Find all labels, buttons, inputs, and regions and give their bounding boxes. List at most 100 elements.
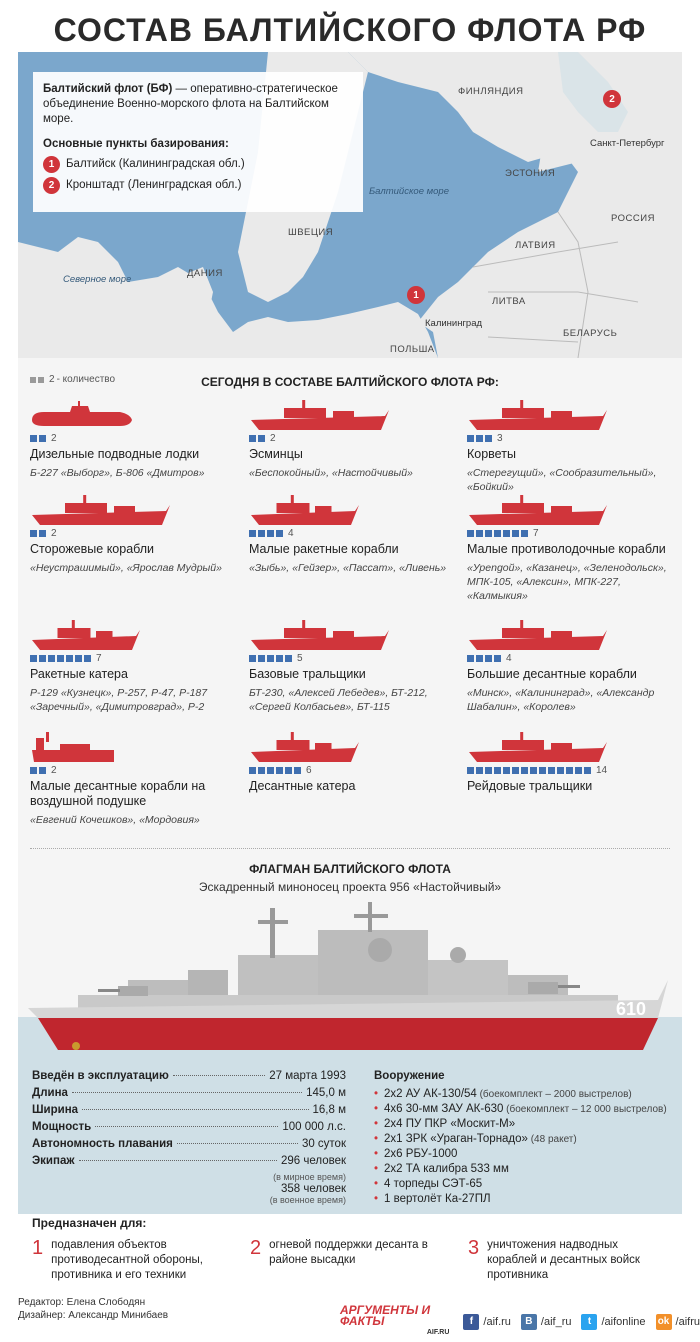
ship-type-card: 5 Базовые тральщики БТ-230, «Алексей Лебед…	[249, 618, 459, 714]
count-square	[494, 655, 501, 662]
ship-count-number: 7	[96, 653, 102, 664]
count-square	[285, 767, 292, 774]
credits: Редактор: Елена Слободян Дизайнер: Алекс…	[18, 1296, 168, 1322]
bullet-icon: •	[374, 1133, 379, 1145]
ship-count: 3	[467, 433, 677, 444]
base-num-badge: 2	[43, 177, 60, 194]
ship-type-card: 4 Большие десантные корабли «Минск», «Кали…	[467, 618, 677, 714]
count-square	[584, 767, 591, 774]
flagship-subtitle: Эскадренный миноносец проекта 956 «Насто…	[198, 880, 502, 894]
social-link[interactable]: t/aifonline	[581, 1313, 646, 1330]
ship-names: «Минск», «Калининград», «Александр Шабал…	[467, 687, 655, 713]
armament-text: 2х6 РБУ-1000	[384, 1148, 458, 1160]
ship-type-card: 2 Малые десантные корабли на воздушной по…	[30, 730, 240, 827]
count-square	[503, 767, 510, 774]
ship-count: 7	[30, 653, 240, 664]
ship-count-number: 2	[270, 433, 276, 444]
count-square	[503, 530, 510, 537]
ship-type-card: 2 Дизельные подводные лодки Б-227 «Выборг»…	[30, 398, 240, 480]
purpose-text: уничтожения надводных кораблей и десантн…	[487, 1239, 640, 1281]
count-square	[467, 435, 474, 442]
map-label-kaliningrad: Калининград	[425, 318, 483, 329]
aif-logo-small: AIF.RU	[426, 1329, 450, 1336]
count-square	[66, 655, 73, 662]
armament-text: 2х4 ПУ ПКР «Москит-М»	[384, 1118, 516, 1130]
legend-square	[30, 376, 36, 383]
count-square	[521, 767, 528, 774]
count-square	[467, 530, 474, 537]
ship-count-number: 6	[306, 765, 312, 776]
bullet-icon: •	[374, 1148, 379, 1160]
asw-ship-icon	[469, 495, 607, 525]
social-link[interactable]: ok/aifru	[655, 1313, 700, 1330]
armament-item: • 2х6 РБУ-1000	[374, 1147, 674, 1162]
social-link[interactable]: B/aif_ru	[520, 1313, 571, 1330]
ship-type-label: Корветы	[467, 447, 516, 461]
count-square	[39, 435, 46, 442]
ship-type-label: Малые противолодочные корабли	[467, 542, 666, 556]
submarine-icon	[32, 401, 132, 426]
ship-type-card: 14 Рейдовые тральщики	[467, 730, 677, 794]
aif-logo[interactable]: АРГУМЕНТЫ И ФАКТЫ AIF.RU	[340, 1304, 450, 1338]
map-label-poland: ПОЛЬША	[390, 344, 435, 355]
count-square	[30, 435, 37, 442]
count-square	[476, 530, 483, 537]
ship-count: 5	[249, 653, 459, 664]
spec-label: Введён в эксплуатацию	[32, 1070, 169, 1082]
facebook-icon: f	[463, 1313, 480, 1330]
count-square	[276, 767, 283, 774]
spec-value: 27 марта 1993	[269, 1070, 346, 1082]
ship-count: 6	[249, 765, 459, 776]
missile-boat-icon	[32, 620, 140, 650]
water-background	[18, 1018, 682, 1214]
base-label: Кронштадт (Ленинградская обл.)	[66, 179, 242, 191]
footer-logos: АРГУМЕНТЫ И ФАКТЫ AIF.RU f/aif.ru B/aif_r…	[340, 1304, 700, 1338]
armament-text: 2х2 АУ АК-130/54	[384, 1088, 477, 1100]
count-square	[476, 767, 483, 774]
legend: 2 - количество	[30, 374, 115, 385]
twitter-icon: t	[581, 1313, 598, 1330]
designer-credit: Дизайнер: Александр Минибаев	[18, 1310, 169, 1321]
legend-square	[38, 376, 44, 383]
social-label: /aifru	[675, 1315, 700, 1328]
armament-text: 4х6 30-мм ЗАУ АК-630	[384, 1103, 504, 1115]
ship-type-label: Рейдовые тральщики	[467, 779, 593, 793]
spec-value: 30 суток	[301, 1138, 346, 1150]
count-square	[485, 655, 492, 662]
count-square	[557, 767, 564, 774]
legend-text: - количество	[56, 374, 116, 385]
armament-item: • 2х2 ТА калибра 533 мм	[374, 1162, 674, 1177]
ship-type-label: Малые десантные корабли на воздушной под…	[30, 779, 206, 808]
count-square	[267, 530, 274, 537]
fleet-name: Балтийский флот (БФ)	[43, 83, 173, 95]
ship-count: 2	[30, 528, 240, 539]
purpose-title: Предназначен для:	[32, 1216, 147, 1230]
count-square	[267, 655, 274, 662]
count-square	[75, 655, 82, 662]
ship-count: 4	[467, 653, 677, 664]
map-label-belarus: БЕЛАРУСЬ	[563, 328, 618, 339]
count-square	[249, 767, 256, 774]
ship-count-number: 4	[288, 528, 294, 539]
spec-label: Автономность плавания	[32, 1138, 173, 1150]
base-label: Балтийск (Калининградская обл.)	[66, 158, 245, 170]
social-link[interactable]: f/aif.ru	[463, 1313, 511, 1330]
count-square	[467, 655, 474, 662]
ship-type-card: 3 Корветы «Стерегущий», «Сообразительный»,…	[467, 398, 677, 494]
hull-number: 610	[616, 999, 646, 1019]
spec-value: 100 000 л.с.	[282, 1121, 346, 1133]
spec-leader	[82, 1109, 309, 1110]
ship-type-label: Базовые тральщики	[249, 667, 366, 681]
ship-type-card: 6 Десантные катера	[249, 730, 459, 794]
map-label-sweden: ШВЕЦИЯ	[288, 227, 334, 238]
hovercraft-icon	[32, 732, 114, 762]
intro-box: Балтийский флот (БФ) — оперативно-страте…	[33, 72, 363, 212]
spec-leader	[78, 1160, 277, 1161]
armament-item: • 2х1 ЗРК «Ураган-Торнадо» (48 ракет)	[374, 1132, 674, 1147]
spec-row: Введён в эксплуатацию 27 марта 1993	[32, 1070, 346, 1087]
ship-type-label: Большие десантные корабли	[467, 667, 637, 681]
crew-war-note: (в военное время)	[269, 1195, 346, 1205]
armament-note: (боекомплект – 2000 выстрелов)	[476, 1089, 632, 1100]
map-pin-kronshtadt: 2	[603, 90, 621, 108]
armament-item: • 4х6 30-мм ЗАУ АК-630 (боекомплект – 12 …	[374, 1102, 674, 1117]
